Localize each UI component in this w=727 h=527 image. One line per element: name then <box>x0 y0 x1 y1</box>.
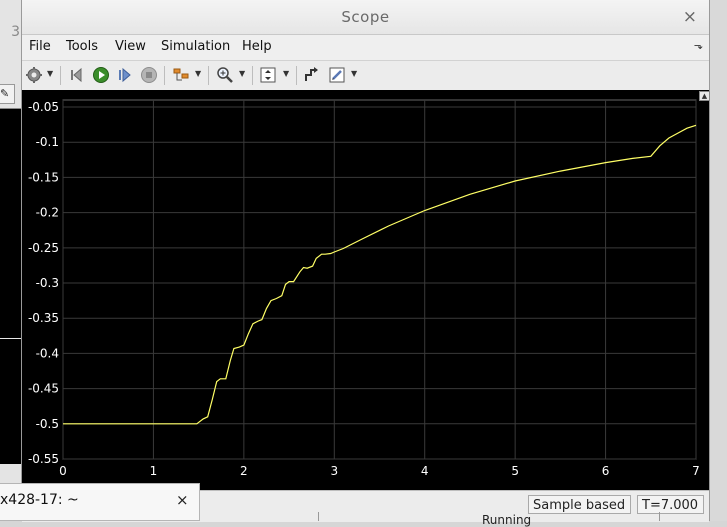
autoscale-dropdown-icon[interactable]: ▼ <box>283 69 290 78</box>
style-dropdown-icon[interactable]: ▼ <box>351 69 358 78</box>
x-tick-label: 2 <box>240 464 248 478</box>
toolbar-separator <box>296 66 297 85</box>
toolbar-separator <box>60 66 61 85</box>
menu-file[interactable]: File <box>29 39 51 54</box>
background-status-panel <box>318 512 660 521</box>
terminal-title: x428-17: ~ <box>0 492 79 508</box>
series-line <box>63 124 697 425</box>
menu-overflow-icon[interactable]: ⬎ <box>693 39 703 52</box>
background-window-fragment: 3 <box>11 24 20 40</box>
run-icon[interactable] <box>92 66 110 84</box>
toolbar: ▼ ▼ ▼ ▼ <box>22 60 709 91</box>
toolbar-separator <box>252 66 253 85</box>
menu-simulation[interactable]: Simulation <box>161 39 231 54</box>
toolbar-separator <box>208 66 209 85</box>
toolbar-separator <box>164 66 165 85</box>
x-tick-label: 1 <box>150 464 158 478</box>
y-tick-label: -0.4 <box>36 346 59 360</box>
autoscale-icon[interactable] <box>259 66 277 84</box>
background-window-right <box>708 0 727 521</box>
x-tick-label: 6 <box>602 464 610 478</box>
y-tick-label: -0.55 <box>28 452 59 466</box>
y-tick-label: -0.05 <box>28 100 59 114</box>
y-tick-label: -0.35 <box>28 311 59 325</box>
background-plot-line <box>0 338 22 339</box>
terminal-close-icon[interactable]: × <box>176 491 189 509</box>
terminal-tab[interactable]: x428-17: ~ × <box>0 483 200 521</box>
stop-icon[interactable] <box>140 66 158 84</box>
menu-tools[interactable]: Tools <box>66 39 99 54</box>
highlight-icon[interactable] <box>172 66 190 84</box>
y-tick-label: -0.2 <box>36 206 59 220</box>
y-tick-label: -0.45 <box>28 382 59 396</box>
menu-help[interactable]: Help <box>242 39 272 54</box>
plot-axes-box <box>62 99 697 460</box>
x-tick-label: 7 <box>692 464 700 478</box>
expand-icon[interactable]: ▲ <box>699 91 710 101</box>
y-tick-label: -0.15 <box>28 170 59 184</box>
status-mode: Sample based <box>528 495 631 514</box>
style-icon[interactable] <box>328 66 346 84</box>
x-tick-label: 3 <box>330 464 338 478</box>
menu-view[interactable]: View <box>115 39 146 54</box>
y-tick-label: -0.3 <box>36 276 59 290</box>
step-forward-icon[interactable] <box>116 66 134 84</box>
y-tick-label: -0.5 <box>36 417 59 431</box>
settings-icon[interactable] <box>25 66 43 84</box>
background-style-icon[interactable]: ✎ <box>0 84 15 104</box>
menu-bar: File Tools View Simulation Help ⬎ <box>22 35 709 59</box>
zoom-dropdown-icon[interactable]: ▼ <box>239 69 246 78</box>
window-title: Scope <box>341 8 390 26</box>
x-tick-label: 4 <box>421 464 429 478</box>
x-tick-label: 5 <box>511 464 519 478</box>
settings-dropdown-icon[interactable]: ▼ <box>47 69 54 78</box>
close-icon[interactable]: × <box>682 7 697 27</box>
triggers-icon[interactable] <box>303 66 321 84</box>
y-tick-label: -0.1 <box>36 135 59 149</box>
step-back-icon[interactable] <box>68 66 86 84</box>
background-running-text: Running <box>482 513 532 527</box>
y-tick-label: -0.25 <box>28 241 59 255</box>
zoom-icon[interactable] <box>216 66 234 84</box>
title-bar[interactable]: Scope × <box>22 0 709 35</box>
plot-area[interactable]: 0 1 2 3 4 5 6 7 -0.05 -0.1 -0.15 -0.2 -0.25 -0.3 -0.35… <box>22 90 710 490</box>
status-time: T=7.000 <box>637 495 704 514</box>
background-plot-fragment <box>0 108 22 464</box>
x-tick-label: 0 <box>59 464 67 478</box>
highlight-dropdown-icon[interactable]: ▼ <box>195 69 202 78</box>
scope-window: Scope × File Tools View Simulation Help … <box>21 0 710 522</box>
scope-plot[interactable]: 0 1 2 3 4 5 6 7 -0.05 -0.1 -0.15 -0.2 -0.25 -0.3 -0.35… <box>22 90 709 490</box>
